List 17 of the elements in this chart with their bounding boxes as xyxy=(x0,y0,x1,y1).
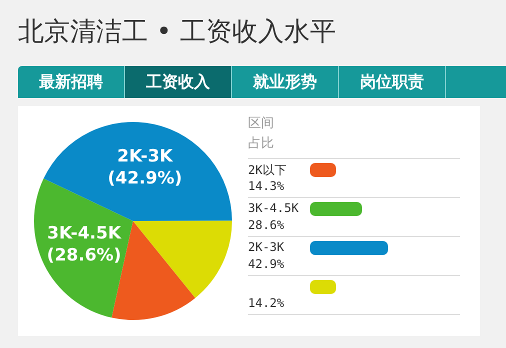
category-label: 2K-3K xyxy=(248,240,284,254)
legend-title: 区间占比 xyxy=(248,115,275,153)
legend-label: 3K-4.5K xyxy=(248,201,299,215)
text: 28.6% xyxy=(248,218,284,232)
legend-label: 2K以下 xyxy=(248,162,286,179)
text: 14.3% xyxy=(248,179,284,193)
slice-label: 2K-3K xyxy=(117,146,174,166)
slice-label: 3K-4.5K xyxy=(47,223,122,244)
text: 14.2% xyxy=(248,296,284,310)
text: 岗位职责 xyxy=(339,66,446,98)
chart-title: 北京清洁工 • 工资收入水平 xyxy=(18,16,336,49)
text: 就业形势 xyxy=(232,66,339,98)
text: 42.9% xyxy=(248,257,284,271)
data-label: (28.6%) xyxy=(46,245,122,266)
data-label: (42.9%) xyxy=(108,168,182,188)
text: 工资收入 xyxy=(125,66,232,98)
text: 最新招聘 xyxy=(18,66,125,98)
